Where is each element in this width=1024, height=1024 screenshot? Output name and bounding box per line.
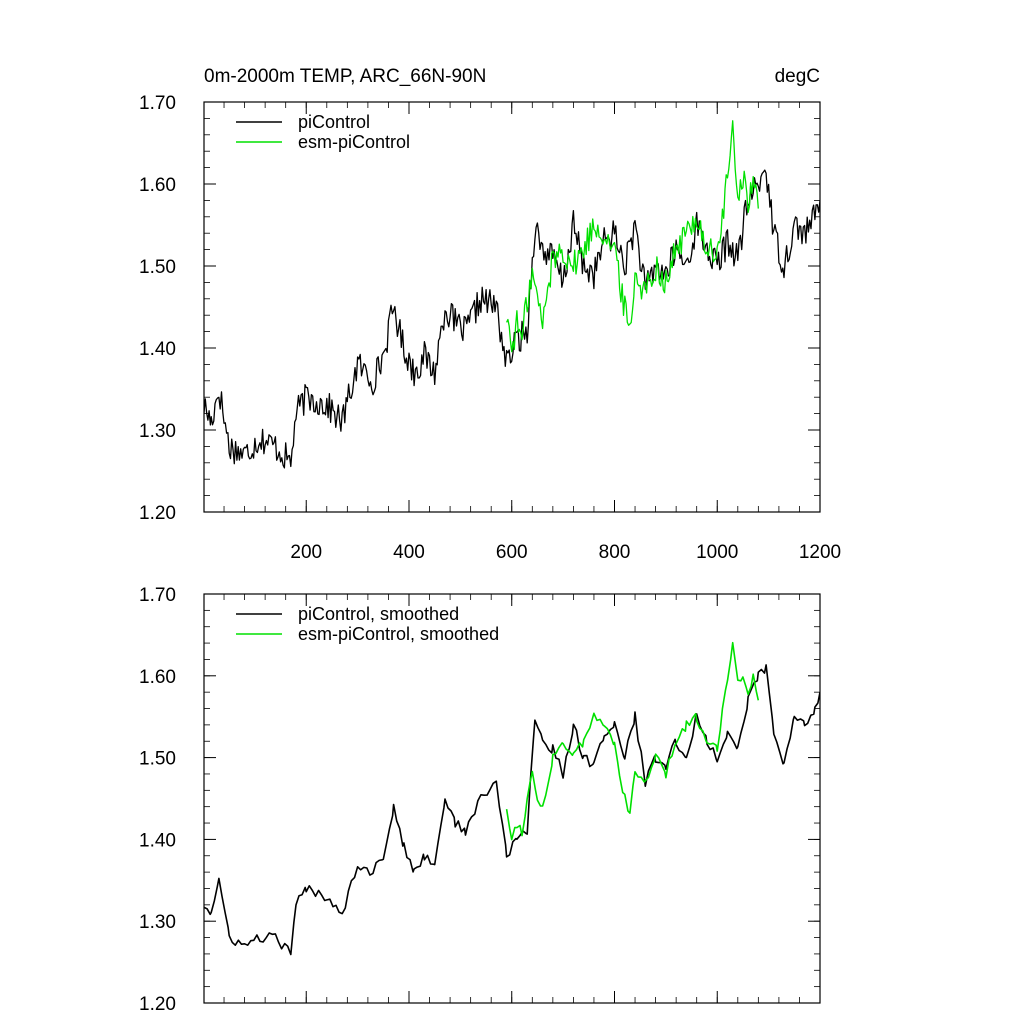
y-tick-label: 1.40 [139, 830, 176, 851]
y-tick-label: 1.20 [139, 994, 176, 1015]
y-tick-label: 1.60 [139, 667, 176, 688]
units-label: degC [775, 66, 820, 87]
legend-label: piControl, smoothed [298, 604, 459, 624]
series-line-picontrol [204, 169, 820, 469]
y-tick-label: 1.30 [139, 912, 176, 933]
bottom-panel: 1.20 1.30 1.40 1.50 1.60 1.70 piControl, smoot… [139, 585, 821, 1015]
legend-label: piControl [298, 112, 370, 132]
x-tick-label: 200 [290, 542, 322, 563]
chart-title: 0m-2000m TEMP, ARC_66N-90N [204, 66, 486, 87]
y-tick-label: 1.70 [139, 93, 176, 114]
plot-frame [203, 101, 821, 513]
x-tick-label: 400 [393, 542, 425, 563]
x-tick-label: 1000 [696, 542, 738, 563]
top-panel: 0m-2000m TEMP, ARC_66N-90N degC 1.20 1.30… [139, 66, 841, 563]
series-line-picontrol-smoothed [204, 664, 820, 956]
x-tick-label: 1200 [799, 542, 841, 563]
series-line-esm-picontrol [506, 120, 759, 353]
series-line-esm-picontrol-smoothed [505, 641, 760, 841]
y-tick-label: 1.60 [139, 175, 176, 196]
y-tick-label: 1.50 [139, 257, 176, 278]
legend-label: esm-piControl, smoothed [298, 624, 499, 644]
x-tick-label: 800 [599, 542, 631, 563]
y-tick-label: 1.70 [139, 585, 176, 606]
y-tick-label: 1.40 [139, 339, 176, 360]
y-tick-label: 1.50 [139, 749, 176, 770]
y-tick-label: 1.20 [139, 503, 176, 524]
plot-frame [203, 593, 821, 1004]
x-tick-label: 600 [496, 542, 528, 563]
y-tick-label: 1.30 [139, 421, 176, 442]
legend-label: esm-piControl [298, 132, 410, 152]
